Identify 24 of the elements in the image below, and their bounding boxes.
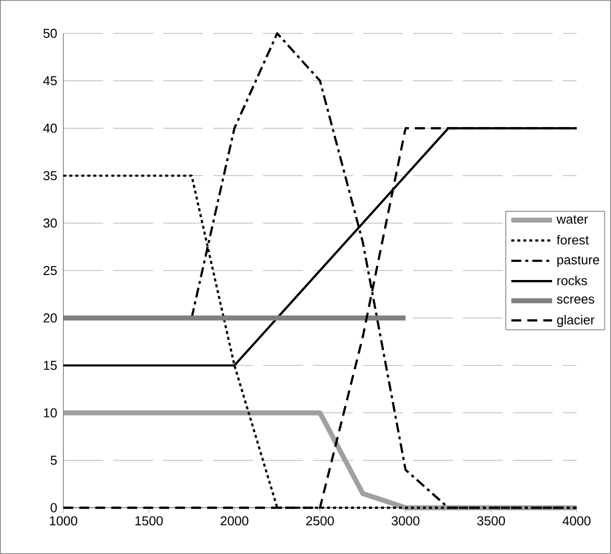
legend-label: pasture — [557, 256, 600, 267]
y-tick-label: 45 — [43, 76, 57, 86]
y-tick-label: 5 — [50, 456, 57, 465]
y-tick-label: 10 — [44, 408, 57, 418]
legend-label: forest — [556, 235, 589, 245]
x-tick-label: 1000 — [50, 516, 78, 526]
x-tick-label: 3500 — [477, 516, 505, 526]
x-tick-label: 3000 — [392, 516, 420, 526]
x-tick-label: 2000 — [220, 516, 248, 526]
y-tick-label: 30 — [43, 218, 57, 228]
legend-label: glacier — [557, 314, 594, 327]
y-tick-label: 20 — [44, 313, 57, 323]
y-tick-label: 15 — [44, 360, 57, 370]
x-tick-label: 2500 — [306, 516, 334, 526]
y-tick-label: 25 — [44, 266, 57, 276]
y-tick-label: 40 — [43, 124, 57, 133]
y-tick-label: 0 — [50, 503, 57, 512]
legend-label: water — [556, 215, 588, 224]
x-tick-label: 4000 — [562, 516, 591, 526]
legend-label: screes — [556, 296, 594, 304]
y-tick-label: 35 — [43, 171, 57, 180]
legend-label: rocks — [557, 276, 587, 286]
y-tick-label: 50 — [43, 28, 57, 38]
x-tick-label: 1500 — [135, 516, 163, 526]
